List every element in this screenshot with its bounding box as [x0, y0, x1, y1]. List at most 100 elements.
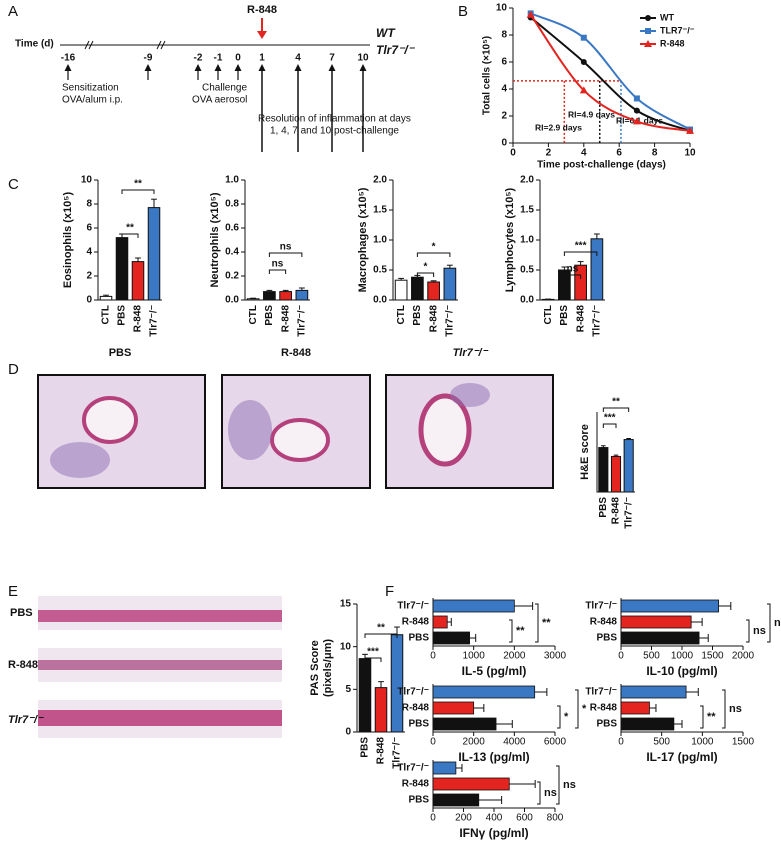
- image-label: PBS: [109, 347, 132, 359]
- bar: [432, 701, 475, 715]
- y-tick-label: 4: [86, 247, 92, 258]
- y-tick-label: 0.6: [225, 223, 239, 234]
- y-tick-label: 15: [340, 599, 352, 610]
- significance-label: *: [582, 703, 587, 715]
- panel-label: F: [385, 583, 394, 600]
- significance-bracket: [563, 274, 582, 279]
- bar: [432, 599, 515, 613]
- axis: [596, 412, 635, 493]
- bar: [432, 615, 448, 629]
- series-line: [530, 12, 691, 131]
- arrow-head: [144, 64, 152, 71]
- bar: [427, 281, 440, 301]
- bar: [411, 276, 424, 301]
- step-label: OVA aerosol: [192, 95, 247, 106]
- y-tick-label: 0.0: [373, 295, 387, 306]
- arrow-head: [294, 64, 302, 71]
- point: [580, 59, 587, 65]
- y-tick-label: 0: [86, 295, 92, 306]
- significance-bracket: [416, 252, 451, 257]
- x-tick-label: Tlr7⁻/⁻: [623, 497, 634, 529]
- y-tick-label: 1.0: [520, 235, 534, 246]
- bar: [432, 793, 480, 807]
- y-tick-label: PBS: [596, 633, 617, 644]
- bar: [610, 455, 622, 493]
- x-tick-label: PBS: [598, 497, 609, 518]
- bar: [115, 237, 129, 301]
- annotation: RI=2.9 days: [535, 122, 582, 132]
- significance-label: ***: [367, 647, 379, 658]
- y-tick-label: 8: [501, 30, 507, 41]
- day-label: -16: [61, 53, 76, 64]
- y-tick-label: Tlr7⁻/⁻: [585, 687, 617, 698]
- genotype-label: Tlr7⁻/⁻: [376, 43, 416, 57]
- bar: [432, 761, 457, 775]
- series-line: [529, 14, 691, 132]
- bar: [620, 615, 692, 629]
- bar: [541, 298, 555, 301]
- x-tick-label: 0: [618, 651, 624, 662]
- treatment-arrow-head: [257, 31, 267, 39]
- significance-label: ***: [575, 241, 587, 252]
- y-axis-label: PAS Score: [309, 640, 321, 695]
- x-tick-label: 6000: [544, 737, 567, 748]
- y-tick-label: 2: [501, 111, 507, 122]
- day-label: 7: [329, 53, 335, 64]
- y-tick-label: 0.0: [225, 295, 239, 306]
- x-tick-label: Tlr7⁻/⁻: [445, 305, 456, 337]
- x-tick-label: 500: [653, 737, 670, 748]
- x-tick-label: 2000: [503, 651, 526, 662]
- significance-label: **: [516, 625, 525, 637]
- y-tick-label: 1.0: [373, 235, 387, 246]
- y-tick-label: 0: [501, 138, 507, 149]
- y-tick-label: 2.0: [520, 175, 534, 186]
- y-tick-label: PBS: [596, 719, 617, 730]
- panel-label: C: [8, 176, 19, 193]
- significance-label: **: [612, 397, 620, 408]
- x-tick-label: 10: [684, 148, 696, 159]
- y-tick-label: 0.5: [373, 265, 387, 276]
- y-tick-label: R-848: [402, 703, 430, 714]
- point: [645, 15, 651, 21]
- significance-label: *: [424, 262, 428, 273]
- genotype-label: WT: [376, 26, 396, 40]
- significance-label: ns: [567, 264, 579, 275]
- x-tick-label: 1500: [732, 737, 755, 748]
- x-tick-label: 0: [618, 737, 624, 748]
- significance-bracket: [268, 269, 287, 274]
- significance-label: ***: [604, 413, 616, 424]
- x-tick-label: 600: [516, 813, 533, 824]
- significance-bracket: [767, 603, 771, 643]
- significance-label: ns: [544, 787, 557, 799]
- y-tick-label: 5: [345, 684, 351, 695]
- significance-bracket: [364, 633, 398, 638]
- arrow-head: [214, 64, 222, 71]
- x-tick-label: R-848: [575, 305, 586, 333]
- y-tick-label: 6: [501, 57, 507, 68]
- x-tick-label: R-848: [133, 305, 144, 333]
- significance-label: *: [432, 242, 436, 253]
- significance-bracket: [535, 603, 539, 643]
- y-tick-label: 0.2: [225, 271, 239, 282]
- bar: [620, 631, 700, 645]
- arrow-head: [328, 64, 336, 71]
- x-tick-label: 0: [430, 651, 436, 662]
- step-label: Challenge: [202, 83, 247, 94]
- x-axis-label: IL-10 (pg/ml): [646, 664, 717, 678]
- treatment-label: R-848: [247, 4, 277, 16]
- bar: [99, 295, 113, 301]
- significance-label: **: [707, 711, 716, 723]
- x-tick-label: 2000: [732, 651, 755, 662]
- point: [645, 28, 651, 34]
- y-axis-label: Macrophages (x10⁵): [357, 187, 369, 292]
- significance-bracket: [537, 781, 541, 805]
- panel-label: E: [8, 583, 18, 600]
- x-tick-label: CTL: [248, 305, 259, 324]
- x-tick-label: 2: [546, 148, 552, 159]
- legend-label: WT: [660, 12, 674, 22]
- bar: [432, 717, 497, 731]
- arrow-head: [64, 64, 72, 71]
- image-label: PBS: [10, 607, 33, 619]
- significance-label: ns: [753, 625, 766, 637]
- point: [580, 34, 587, 41]
